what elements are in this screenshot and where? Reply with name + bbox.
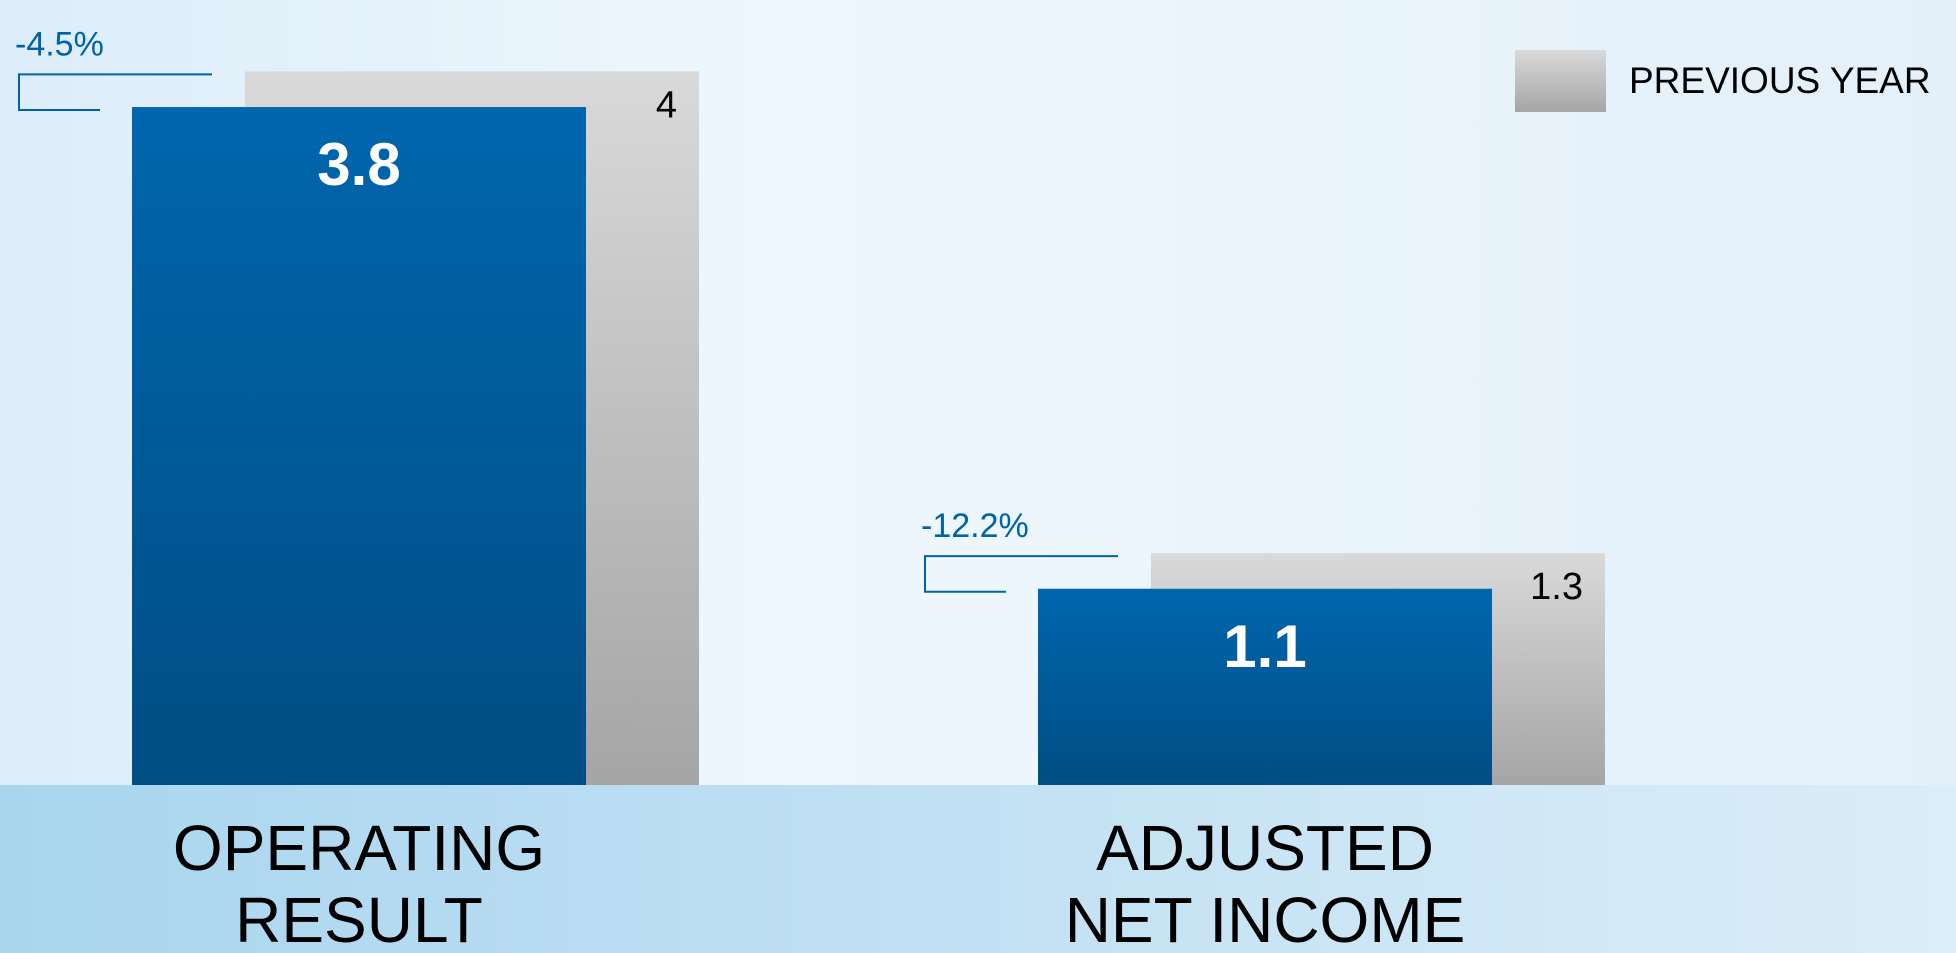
annotation: -12.2%	[921, 507, 1029, 545]
annotation-bracket	[924, 555, 1118, 593]
legend-label: PREVIOUS YEAR	[1629, 60, 1931, 101]
category-label: ADJUSTED NET INCOME	[1064, 812, 1466, 953]
bar-shade	[132, 107, 586, 785]
data-label: 1.1	[1223, 613, 1306, 680]
category-band	[0, 785, 1956, 953]
legend-swatch-shade	[1515, 50, 1606, 112]
data-label: 1.3	[1530, 566, 1583, 608]
annotation-bracket	[18, 73, 212, 112]
data-label: 4	[656, 84, 677, 126]
data-label: 3.8	[317, 131, 400, 198]
annotation: -4.5%	[15, 25, 104, 63]
bar-shade	[1038, 588, 1492, 785]
category-label: OPERATING RESULT	[172, 812, 546, 953]
